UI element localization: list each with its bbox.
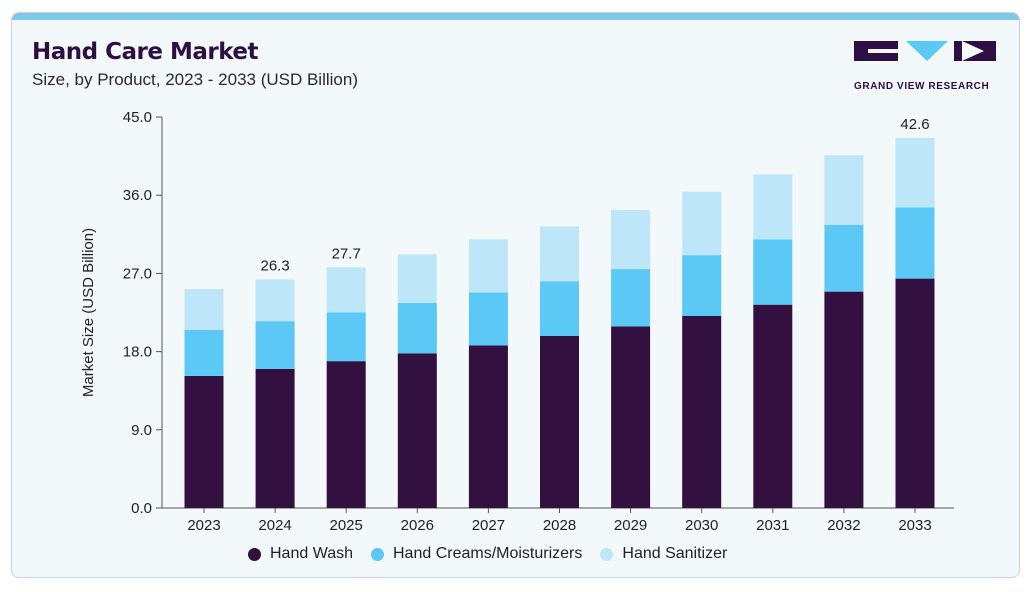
data-label-total-2025: 27.7: [332, 245, 361, 262]
data-label-total-2024: 26.3: [260, 257, 289, 274]
bar-hand-sanitizer-2031: [753, 174, 793, 240]
bar-hand-creams-moisturizers-2023: [184, 329, 224, 376]
legend-label: Hand Sanitizer: [622, 545, 728, 562]
bar-hand-wash-2029: [611, 326, 651, 508]
y-tick-label: 18.0: [123, 344, 152, 361]
bar-hand-sanitizer-2027: [468, 239, 508, 293]
x-tick-label-2023: 2023: [187, 517, 220, 534]
bar-hand-sanitizer-2029: [611, 209, 651, 270]
bar-hand-creams-moisturizers-2031: [753, 239, 793, 305]
x-tick-label-2031: 2031: [756, 517, 789, 534]
bar-hand-creams-moisturizers-2025: [326, 312, 366, 362]
bar-hand-sanitizer-2030: [682, 191, 722, 256]
legend-item-hand-creams-moisturizers: Hand Creams/Moisturizers: [371, 545, 582, 563]
bar-hand-sanitizer-2024: [255, 279, 295, 322]
x-tick-label-2027: 2027: [472, 517, 505, 534]
logo-text: GRAND VIEW RESEARCH: [854, 81, 990, 92]
legend-swatch-icon: [371, 547, 384, 561]
bar-hand-creams-moisturizers-2026: [397, 302, 437, 354]
bar-hand-wash-2030: [682, 315, 722, 508]
chart-subtitle: Size, by Product, 2023 - 2033 (USD Billi…: [32, 70, 358, 89]
bar-hand-wash-2032: [824, 291, 864, 508]
legend-item-hand-sanitizer: Hand Sanitizer: [600, 545, 727, 563]
bar-hand-wash-2031: [753, 304, 793, 508]
bar-hand-creams-moisturizers-2029: [611, 269, 651, 327]
legend-label: Hand Wash: [270, 545, 353, 562]
chart-legend: Hand Wash Hand Creams/Moisturizers Hand Sa…: [248, 543, 745, 565]
bar-hand-sanitizer-2033: [895, 137, 935, 208]
bar-hand-creams-moisturizers-2027: [468, 292, 508, 346]
y-tick-label: 0.0: [131, 500, 152, 517]
bar-hand-creams-moisturizers-2033: [895, 207, 935, 279]
bar-hand-wash-2028: [540, 335, 579, 508]
x-tick-label-2032: 2032: [827, 517, 860, 534]
legend-swatch-icon: [248, 547, 261, 561]
y-tick-label: 45.0: [123, 109, 152, 126]
bar-hand-wash-2026: [397, 353, 437, 508]
accent-bar: [12, 13, 1019, 20]
y-tick-label: 27.0: [123, 265, 152, 282]
bar-hand-sanitizer-2026: [397, 254, 437, 303]
bar-hand-sanitizer-2032: [824, 155, 864, 225]
bar-hand-creams-moisturizers-2032: [824, 224, 864, 292]
bar-hand-wash-2024: [255, 368, 295, 508]
y-axis-label: Market Size (USD Billion): [80, 228, 97, 397]
x-tick-label-2025: 2025: [330, 517, 363, 534]
bar-hand-wash-2023: [184, 375, 224, 508]
y-tick-label: 36.0: [123, 187, 152, 204]
x-tick-label-2028: 2028: [543, 517, 576, 534]
grand-view-research-logo: GRAND VIEW RESEARCH: [854, 39, 999, 95]
chart-card: Hand Care Market Size, by Product, 2023 …: [11, 12, 1020, 578]
bar-hand-sanitizer-2028: [540, 226, 579, 282]
bar-hand-creams-moisturizers-2024: [255, 321, 295, 369]
legend-label: Hand Creams/Moisturizers: [393, 545, 583, 562]
bar-hand-sanitizer-2023: [184, 289, 224, 330]
y-tick-label: 9.0: [131, 422, 152, 439]
bar-hand-wash-2027: [468, 345, 508, 508]
logo-mark-icon: [854, 41, 996, 61]
x-tick-label-2024: 2024: [258, 517, 291, 534]
bar-hand-sanitizer-2025: [326, 267, 366, 313]
x-tick-label-2029: 2029: [614, 517, 647, 534]
data-label-total-2033: 42.6: [900, 116, 929, 133]
legend-item-hand-wash: Hand Wash: [248, 545, 353, 563]
bar-hand-wash-2033: [895, 278, 935, 508]
x-tick-label-2026: 2026: [401, 517, 434, 534]
chart-title: Hand Care Market: [32, 39, 259, 65]
bar-hand-creams-moisturizers-2028: [540, 281, 579, 336]
legend-swatch-icon: [600, 547, 614, 561]
x-tick-label-2030: 2030: [685, 517, 718, 534]
bar-hand-wash-2025: [326, 361, 366, 508]
x-tick-label-2033: 2033: [898, 517, 931, 534]
bar-hand-creams-moisturizers-2030: [682, 255, 722, 316]
stacked-bar-chart: 0.0 9.0 18.0 27.0 36.0 45.0 Market Size (USD B…: [80, 109, 954, 534]
